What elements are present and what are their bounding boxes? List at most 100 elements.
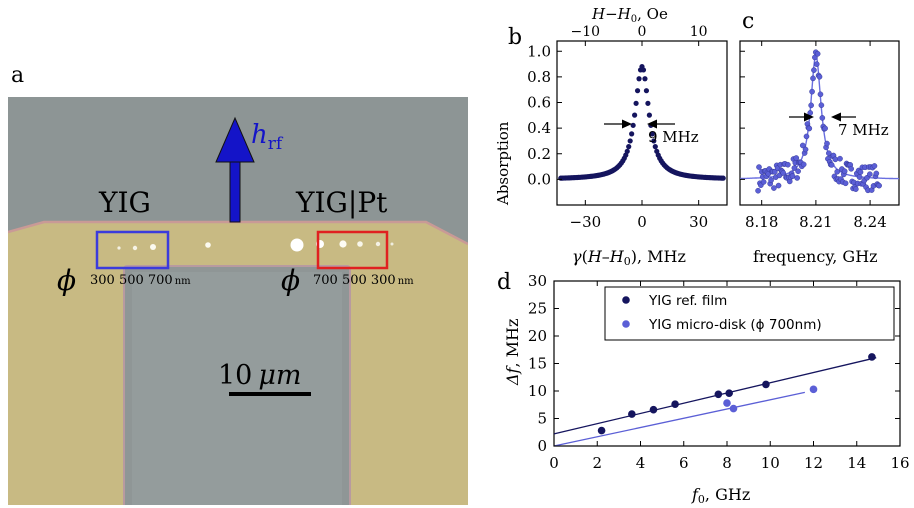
legend-box [604, 286, 895, 341]
disk-dot [117, 246, 121, 250]
panel-b-top-tick-label: 0 [638, 24, 647, 40]
panel-b-ytick-label: 0.2 [527, 145, 551, 163]
panel-a-letter: a [11, 63, 24, 88]
panel-c-point [828, 162, 835, 168]
panel-b-point [645, 100, 651, 106]
panel-b-point [642, 76, 648, 82]
panel-d-point-series-0 [649, 405, 658, 414]
panel-d-point-series-0 [671, 400, 679, 409]
hrf-symbol: h [251, 120, 268, 150]
hrf-subscript: rf [268, 134, 284, 154]
panel-b-top-tick-label: −10 [571, 24, 601, 40]
disk-dot [290, 238, 304, 252]
panel-d-xlabel: f0, GHz [691, 485, 750, 506]
panel-c-xtick-label: 8.18 [745, 213, 778, 231]
panel-b-ylabel: Absorption [494, 121, 512, 206]
panel-b-point [643, 88, 650, 94]
panel-b-ytick-label: 0.4 [527, 119, 551, 137]
scale-bar [229, 392, 311, 396]
panel-c-point [817, 91, 824, 98]
panel-b-ticks: −30 0 30 0.0 0.2 0.4 0.6 0.8 1.0 [527, 41, 708, 231]
panel-c-point [800, 161, 807, 168]
panel-c-data-points [755, 49, 882, 194]
panel-c-point [857, 169, 864, 175]
panel-d-ytick-label: 30 [528, 272, 547, 290]
panel-c-point [768, 177, 774, 183]
panel-b-point [640, 67, 647, 73]
fwhm-arrow-left-head [622, 119, 632, 129]
sizes-right-values: 700 500 300 [313, 273, 396, 288]
panel-d-legend: YIG ref. film YIG micro-disk (ϕ 700nm) [604, 286, 895, 341]
panel-b-xlabel: γ(H–H0), MHz [572, 247, 686, 268]
legend-label-1: YIG micro-disk (ϕ 700nm) [648, 317, 822, 333]
sizes-left: 300 500 700 nm [90, 273, 191, 288]
panel-c-point [802, 146, 809, 153]
phi-right: ϕ [281, 264, 300, 297]
panel-c-point [780, 170, 787, 176]
panel-c-point [819, 115, 826, 121]
panel-d-point-series-0 [628, 410, 636, 418]
linewidth-arrow-right-head [831, 112, 841, 122]
panel-c-point [818, 102, 825, 109]
panel-c-annotation: 7 MHz [838, 121, 889, 139]
panel-c-point [760, 179, 767, 185]
panel-c-xtick-label: 8.21 [799, 213, 832, 231]
panel-c-point [809, 88, 815, 95]
panel-c-point [856, 174, 863, 180]
panel-d-xtick-label: 12 [804, 454, 823, 472]
panel-d-ytick-label: 0 [537, 437, 547, 455]
panel-b-point [652, 144, 658, 150]
panel-d-point-series-0 [597, 426, 606, 435]
panel-b-data-points [558, 64, 726, 181]
panel-d-ticks: 0 2 4 6 8 10 12 14 16 0 5 10 15 20 25 30 [528, 272, 910, 472]
phi-left: ϕ [57, 264, 76, 297]
panel-b-point [627, 138, 633, 144]
panel-a-micrograph: a hrf YIG YIG|Pt ϕ 300 [8, 63, 468, 505]
panel-b-ytick-label: 0.8 [527, 68, 551, 86]
panel-b-point [632, 112, 638, 118]
legend-label-0: YIG ref. film [648, 293, 727, 309]
disk-dot [339, 240, 347, 248]
panel-d-xtick-label: 0 [549, 454, 559, 472]
panel-b-xtick-label: 0 [637, 213, 647, 231]
sizes-right: 700 500 300 nm [313, 273, 414, 288]
panel-c-point [832, 156, 839, 163]
panel-d-point-series-0 [868, 353, 876, 361]
panel-d-point-series-1 [723, 399, 731, 407]
panel-d-xtick-label: 2 [592, 454, 602, 472]
panel-c-point [822, 125, 828, 132]
panel-d-point-series-0 [762, 380, 770, 389]
label-yig: YIG [98, 186, 151, 219]
panel-d-ytick-label: 5 [537, 410, 547, 428]
panel-d-xtick-label: 16 [890, 454, 909, 472]
panel-c-point [789, 173, 796, 179]
panel-d-ytick-label: 10 [528, 382, 547, 400]
panel-c-point [841, 168, 848, 175]
panel-c-point [785, 161, 791, 168]
panel-c-point [837, 155, 843, 162]
panel-d-ytick-label: 20 [528, 327, 547, 345]
panel-c-letter: c [742, 9, 754, 34]
panel-c-point [824, 140, 830, 147]
sizes-left-values: 300 500 700 [90, 273, 173, 288]
yig-disk-box [95, 230, 170, 270]
panel-d-fit-line-1 [553, 391, 805, 447]
panel-b-xtick-label: 30 [689, 213, 708, 231]
legend-marker-0 [622, 296, 630, 304]
panel-c-point [799, 142, 806, 149]
scale-bar-value: 10 [218, 360, 252, 391]
panel-b-annotation: 9 MHz [648, 128, 699, 146]
panel-b-point [630, 122, 636, 128]
panel-d-data-points [597, 353, 876, 435]
panel-c-point [867, 171, 873, 177]
panel-c-point [794, 175, 800, 181]
panel-b-point [636, 76, 642, 82]
panel-d-xtick-label: 8 [722, 454, 732, 472]
panel-c-point [808, 102, 814, 109]
disk-dot [150, 244, 156, 250]
linewidth-arrow-left-head [804, 112, 814, 122]
panel-c-point [791, 165, 798, 171]
panel-b-point [646, 112, 652, 118]
panel-d-point-series-0 [725, 389, 733, 398]
